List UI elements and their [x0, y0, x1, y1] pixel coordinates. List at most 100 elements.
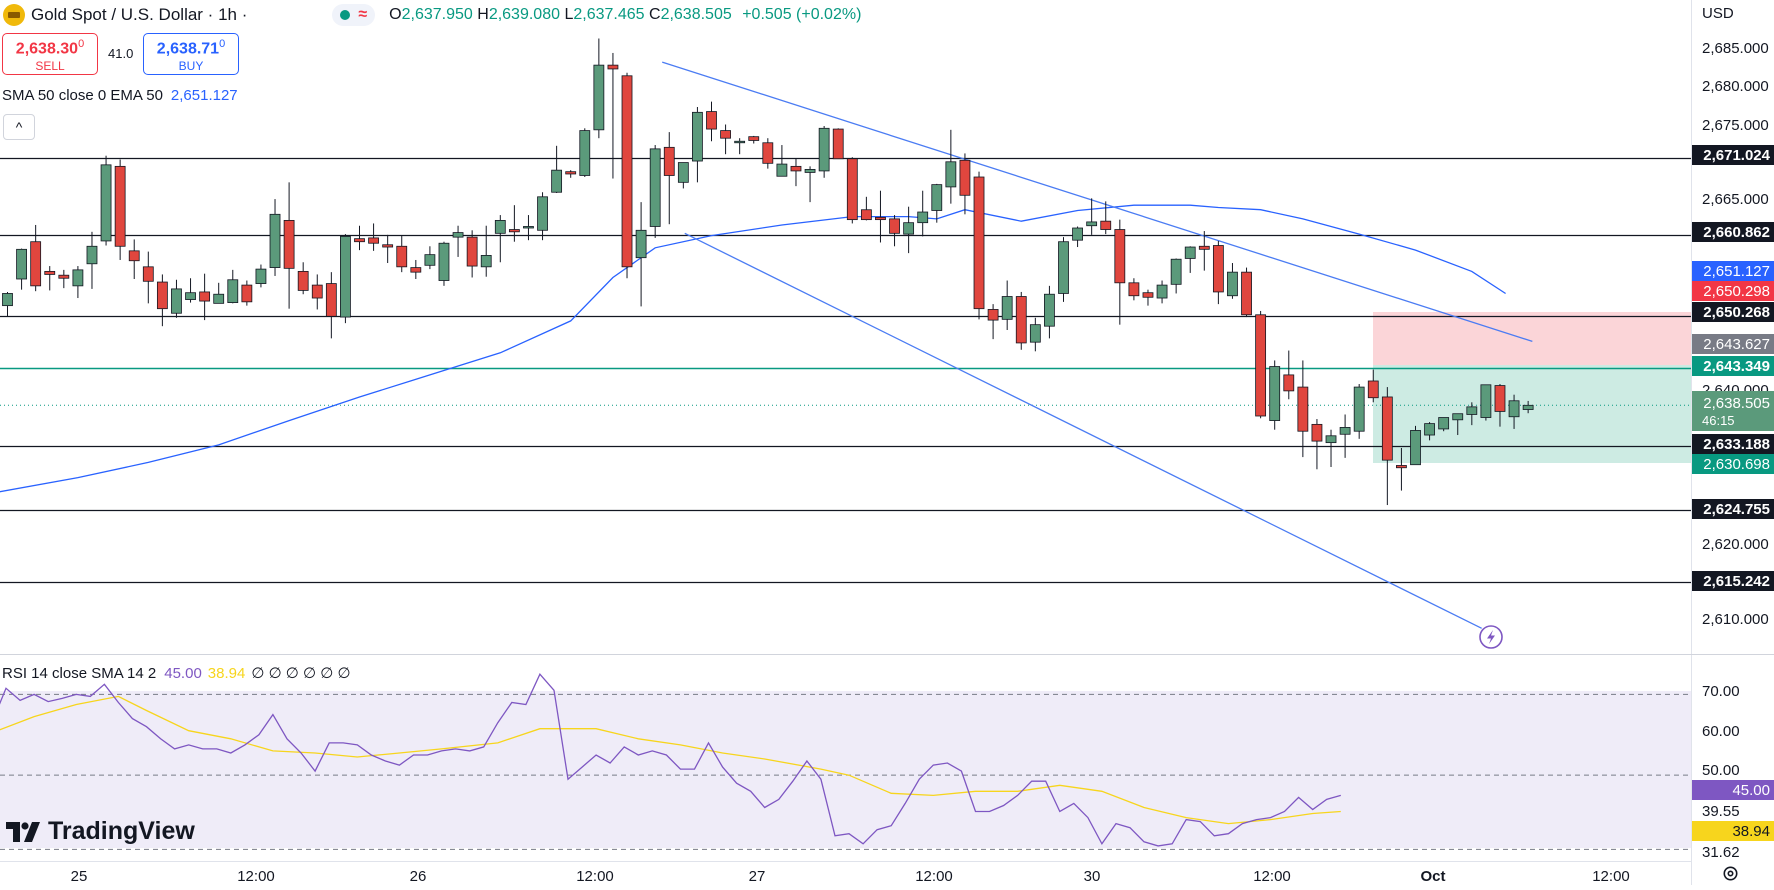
- candle-body: [1381, 396, 1393, 461]
- candle-body: [1015, 296, 1027, 344]
- low-value: 2,637.465: [573, 6, 645, 23]
- candle-body: [1086, 221, 1098, 227]
- candle: [1001, 280, 1013, 330]
- candle-body: [973, 176, 985, 310]
- candle: [2, 291, 13, 318]
- candle: [185, 278, 196, 303]
- price-tick: 2,680.000: [1702, 78, 1769, 95]
- candle-body: [1001, 296, 1013, 320]
- candle-body: [494, 219, 506, 234]
- rsi-legend-sma-value: 38.94: [207, 665, 246, 682]
- sell-button[interactable]: 2,638.300 SELL: [2, 33, 98, 75]
- candle: [171, 279, 182, 318]
- candle-body: [875, 216, 886, 221]
- collapse-legend-button[interactable]: ^: [3, 114, 35, 140]
- lightning-icon[interactable]: [1479, 625, 1503, 649]
- candle: [1142, 289, 1154, 306]
- rsi-legend-empty-values: ∅ ∅ ∅ ∅ ∅ ∅: [251, 665, 351, 682]
- candle-body: [480, 255, 492, 268]
- buy-price: 2,638.710: [144, 38, 238, 58]
- candle: [917, 190, 929, 237]
- rsi-legend[interactable]: RSI 14 close SMA 14 2 45.00 38.94 ∅ ∅ ∅ ∅ ∅…: [2, 664, 351, 682]
- currency-selector[interactable]: USD: [1702, 5, 1734, 22]
- symbol-title[interactable]: Gold Spot / U.S. Dollar · 1h ·: [31, 5, 248, 24]
- candle: [889, 215, 900, 247]
- candle: [58, 269, 70, 289]
- sell-label: SELL: [35, 59, 65, 74]
- buy-price-fraction: 0: [219, 38, 226, 50]
- settings-gear-icon[interactable]: [1722, 865, 1739, 882]
- candle: [1438, 417, 1450, 432]
- candle-body: [241, 284, 253, 303]
- time-label: 12:00: [915, 868, 953, 885]
- candle-body: [748, 136, 760, 141]
- candle-body: [846, 158, 858, 221]
- candle-body: [607, 64, 619, 70]
- candle: [452, 225, 464, 257]
- level-badge: [1692, 499, 1774, 519]
- candle-body: [283, 219, 295, 269]
- rsi-badge: [1692, 780, 1774, 800]
- candle-body: [410, 267, 422, 273]
- buy-price-main: 2,638.71: [156, 40, 220, 58]
- gold-symbol-icon: [3, 4, 25, 26]
- ma-legend[interactable]: SMA 50 close 0 EMA 50 2,651.127: [2, 87, 238, 104]
- candle: [931, 183, 943, 223]
- candle-body: [565, 171, 577, 175]
- market-status-pill[interactable]: ≈: [332, 4, 376, 26]
- candle-body: [452, 232, 464, 238]
- buy-button[interactable]: 2,638.710 BUY: [143, 33, 239, 75]
- candle: [1367, 369, 1379, 403]
- candle: [706, 101, 717, 142]
- rsi-sma-badge: [1692, 821, 1774, 841]
- entry-badge: [1692, 334, 1774, 354]
- candle: [283, 182, 295, 309]
- time-label: 27: [749, 868, 766, 885]
- candle: [1508, 394, 1520, 429]
- candle: [213, 282, 225, 304]
- candle: [44, 266, 56, 291]
- countdown-text: 46:15: [1702, 413, 1735, 428]
- time-label: 26: [410, 868, 427, 885]
- candle-body: [1198, 245, 1210, 250]
- rsi-lines: [0, 673, 1341, 847]
- candle-body: [1367, 380, 1379, 399]
- candle: [1494, 384, 1506, 427]
- candle: [973, 171, 985, 320]
- time-label: 12:00: [576, 868, 614, 885]
- candle-body: [1396, 465, 1407, 469]
- low-label: L: [564, 6, 574, 23]
- rsi-axis[interactable]: 70.00 60.00 50.00 39.55 31.62: [1702, 683, 1740, 861]
- tradingview-logo[interactable]: TradingView: [6, 817, 195, 846]
- teal-badge-text: 2,643.349: [1703, 358, 1770, 375]
- price-axis[interactable]: 2,685.000 2,680.000 2,675.000 2,665.000 …: [1702, 40, 1769, 628]
- candle: [1424, 422, 1435, 441]
- open-label: O: [389, 6, 402, 23]
- candle: [199, 273, 211, 321]
- candle: [748, 135, 760, 144]
- candle: [311, 274, 323, 310]
- candle: [1198, 231, 1210, 271]
- candle-body: [537, 196, 548, 231]
- symbol-legend[interactable]: Gold Spot / U.S. Dollar · 1h · ≈ O 2,637.…: [0, 2, 861, 28]
- time-axis[interactable]: 25 12:00 26 12:00 27 12:00 30 12:00 Oct …: [71, 868, 1630, 885]
- candle-body: [1508, 400, 1520, 418]
- time-label: 12:00: [1253, 868, 1291, 885]
- candle-body: [424, 254, 436, 266]
- candle: [227, 269, 239, 304]
- candle: [537, 192, 548, 241]
- candle: [818, 126, 830, 178]
- candle-body: [1353, 386, 1365, 432]
- candle: [1044, 285, 1055, 339]
- rsi-levels: [0, 693, 1691, 850]
- candle-body: [1072, 227, 1083, 241]
- candle: [410, 259, 422, 280]
- candle: [987, 304, 999, 340]
- rsi-tick: 50.00: [1702, 762, 1740, 779]
- candle: [30, 224, 42, 292]
- rsi-tick: 70.00: [1702, 683, 1740, 700]
- level-badge: [1692, 434, 1774, 454]
- candle-body: [16, 248, 27, 280]
